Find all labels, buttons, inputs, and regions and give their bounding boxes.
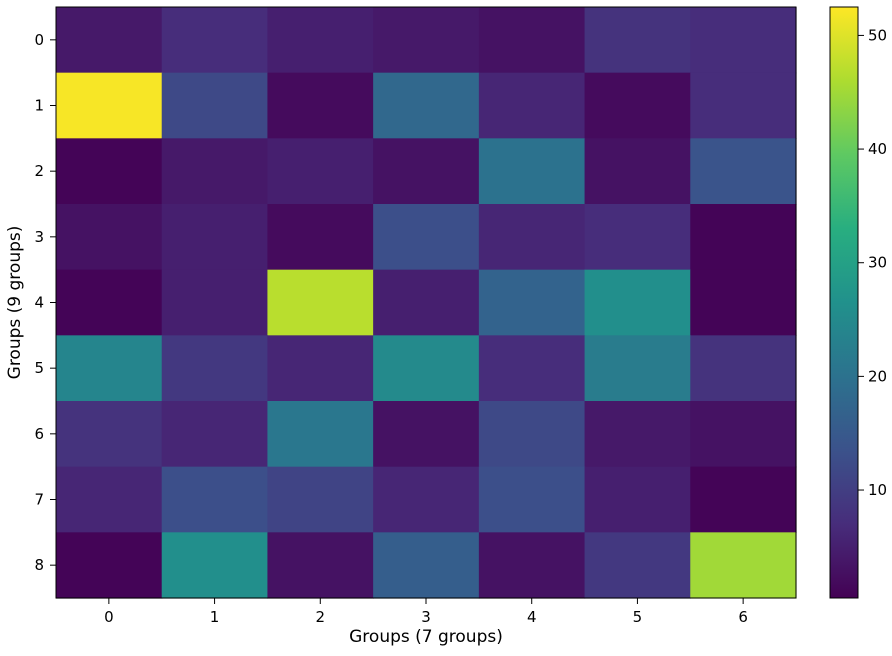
heatmap-cell: [56, 269, 163, 336]
y-tick-label: 7: [34, 491, 44, 509]
heatmap-cell: [690, 72, 797, 139]
heatmap-cell: [478, 466, 586, 533]
heatmap-cell: [690, 335, 797, 402]
heatmap-cell: [584, 401, 691, 468]
heatmap-cell: [478, 7, 586, 74]
heatmap-cell: [267, 7, 374, 74]
heatmap-cell: [690, 532, 797, 599]
x-axis: 0 1 2 3 4 5 6: [104, 598, 748, 626]
heatmap-cell: [161, 7, 269, 74]
heatmap-cell: [690, 204, 797, 271]
y-tick-label: 1: [34, 97, 44, 115]
heatmap-cell: [56, 7, 163, 74]
heatmap-cell: [478, 401, 586, 468]
y-axis: 0 1 2 3 4 5 6 7 8: [34, 31, 56, 574]
y-tick-label: 6: [34, 425, 44, 443]
heatmap-cell: [373, 532, 480, 599]
x-tick-label: 1: [210, 608, 220, 626]
y-axis-label: Groups (9 groups): [5, 226, 25, 380]
heatmap-cell: [56, 204, 163, 271]
y-tick-label: 8: [34, 556, 44, 574]
heatmap-cell: [690, 7, 797, 74]
heatmap-cells: [56, 7, 797, 599]
x-tick-label: 3: [421, 608, 431, 626]
heatmap-cell: [690, 138, 797, 205]
heatmap-cell: [161, 335, 269, 402]
heatmap-cell: [478, 138, 586, 205]
heatmap-cell: [267, 138, 374, 205]
y-tick-label: 0: [34, 31, 44, 49]
heatmap-cell: [161, 72, 269, 139]
heatmap-cell: [584, 72, 691, 139]
heatmap-cell: [56, 72, 163, 139]
heatmap-cell: [267, 72, 374, 139]
heatmap-cell: [690, 466, 797, 533]
colorbar-tick-label: 30: [868, 254, 887, 272]
heatmap-cell: [373, 72, 480, 139]
heatmap-cell: [478, 269, 586, 336]
heatmap-cell: [690, 401, 797, 468]
heatmap-cell: [584, 269, 691, 336]
heatmap-cell: [267, 532, 374, 599]
heatmap-cell: [373, 466, 480, 533]
heatmap-cell: [267, 335, 374, 402]
y-tick-label: 2: [34, 162, 44, 180]
heatmap-cell: [584, 138, 691, 205]
heatmap-cell: [267, 204, 374, 271]
colorbar-tick-label: 40: [868, 140, 887, 158]
x-tick-label: 0: [104, 608, 114, 626]
heatmap-cell: [161, 532, 269, 599]
heatmap-cell: [56, 401, 163, 468]
heatmap-cell: [267, 466, 374, 533]
heatmap-cell: [56, 532, 163, 599]
heatmap-cell: [267, 401, 374, 468]
heatmap-cell: [690, 269, 797, 336]
x-tick-label: 4: [527, 608, 537, 626]
heatmap-cell: [584, 335, 691, 402]
y-tick-label: 3: [34, 228, 44, 246]
heatmap-cell: [373, 7, 480, 74]
x-tick-label: 5: [633, 608, 643, 626]
heatmap-cell: [267, 269, 374, 336]
x-tick-label: 6: [738, 608, 748, 626]
colorbar-tick-label: 20: [868, 367, 887, 385]
heatmap-cell: [478, 335, 586, 402]
heatmap-cell: [373, 138, 480, 205]
heatmap-cell: [584, 7, 691, 74]
heatmap-cell: [161, 466, 269, 533]
heatmap-cell: [373, 269, 480, 336]
heatmap-cell: [478, 72, 586, 139]
heatmap-cell: [161, 138, 269, 205]
heatmap-cell: [373, 401, 480, 468]
y-tick-label: 4: [34, 294, 44, 312]
heatmap-cell: [584, 532, 691, 599]
heatmap-cell: [373, 335, 480, 402]
colorbar-tick-label: 10: [868, 481, 887, 499]
heatmap-cell: [161, 204, 269, 271]
x-axis-label: Groups (7 groups): [349, 627, 503, 647]
y-tick-label: 5: [34, 359, 44, 377]
colorbar-axis: 10 20 30 40 50: [858, 26, 887, 499]
heatmap-cell: [478, 532, 586, 599]
heatmap-cell: [161, 401, 269, 468]
heatmap-cell: [56, 335, 163, 402]
colorbar: [829, 6, 859, 599]
heatmap-cell: [373, 204, 480, 271]
heatmap-cell: [584, 204, 691, 271]
colorbar-tick-label: 50: [868, 26, 887, 44]
heatmap-cell: [56, 138, 163, 205]
heatmap-cell: [56, 466, 163, 533]
x-tick-label: 2: [316, 608, 326, 626]
heatmap-cell: [478, 204, 586, 271]
heatmap-cell: [161, 269, 269, 336]
heatmap-cell: [584, 466, 691, 533]
